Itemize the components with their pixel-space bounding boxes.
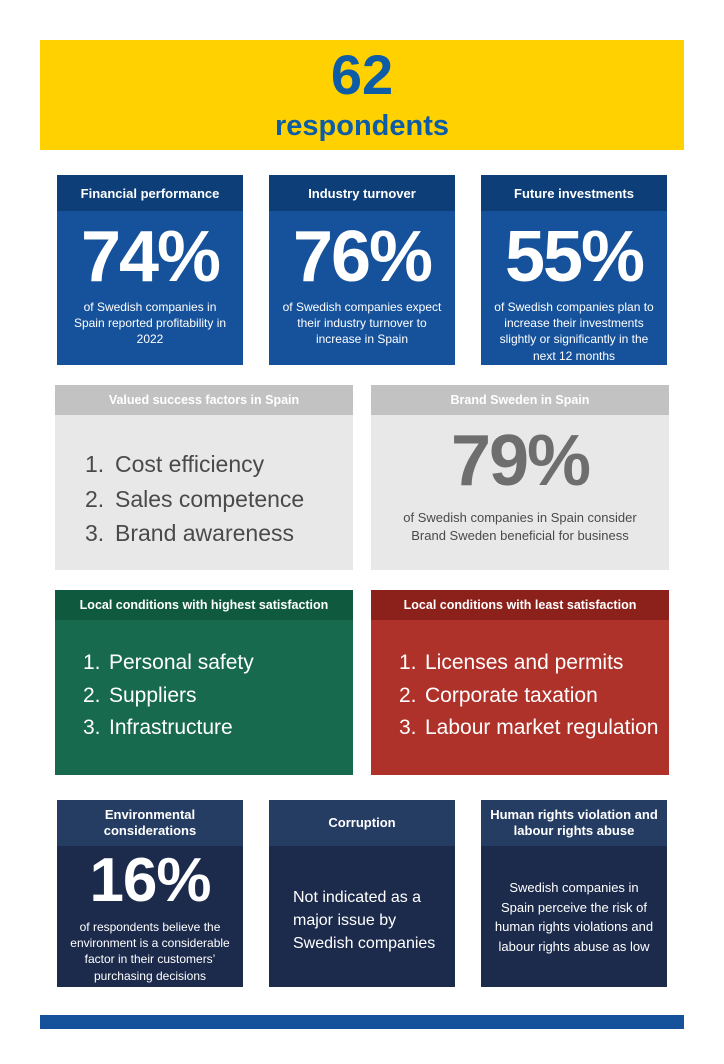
highest-satisfaction-card: Local conditions with highest satisfacti… — [55, 590, 353, 775]
card-title: Industry turnover — [269, 175, 455, 211]
navy-row: Environmental considerations 16% of resp… — [57, 800, 667, 987]
list-item: 1. Personal safety — [83, 647, 353, 680]
list-item-number: 1. — [83, 651, 101, 674]
list-item-text: Cost efficiency — [115, 451, 265, 477]
list-item-text: Licenses and permits — [425, 651, 624, 674]
card-body: 1. Cost efficiency 2. Sales competence 3… — [55, 415, 353, 570]
list-item: 3. Labour market regulation — [399, 712, 669, 745]
respondents-label: respondents — [274, 110, 450, 142]
success-factors-card: Valued success factors in Spain 1. Cost … — [55, 385, 353, 570]
list-item-text: Corporate taxation — [425, 683, 598, 707]
stat-caption: of respondents believe the environment i… — [70, 920, 230, 983]
footer-bar — [40, 1015, 684, 1029]
card-title: Future investments — [481, 175, 667, 211]
card-body: 55% of Swedish companies plan to increas… — [481, 211, 667, 365]
highest-satisfaction-list: 1. Personal safety 2. Suppliers 3. Infra… — [55, 620, 353, 745]
least-satisfaction-card: Local conditions with least satisfaction… — [371, 590, 669, 775]
card-body: Swedish companies in Spain perceive the … — [494, 880, 654, 954]
satisfaction-row: Local conditions with highest satisfacti… — [55, 590, 669, 775]
list-item-text: Sales competence — [115, 485, 305, 512]
success-factors-list: 1. Cost efficiency 2. Sales competence 3… — [55, 415, 353, 551]
stat-value: 76% — [292, 217, 433, 297]
gray-row: Valued success factors in Spain 1. Cost … — [55, 385, 669, 570]
list-item-number: 3. — [83, 716, 101, 740]
card-body: 76% of Swedish companies expect their in… — [269, 211, 455, 365]
least-satisfaction-list: 1. Licenses and permits 2. Corporate tax… — [371, 620, 669, 745]
list-item: 2. Corporate taxation — [399, 680, 669, 713]
list-item-number: 2. — [85, 485, 105, 512]
card-title: Local conditions with least satisfaction — [371, 590, 669, 620]
list-item-text: Brand awareness — [115, 520, 294, 546]
list-item-text: Suppliers — [109, 683, 197, 707]
respondents-banner: 62 respondents — [40, 40, 684, 150]
list-item: 3. Brand awareness — [85, 516, 353, 551]
infographic-page: 62 respondents Financial performance 74%… — [0, 40, 724, 1029]
list-item-number: 1. — [85, 451, 105, 477]
stat-caption: of Swedish companies in Spain consider B… — [403, 510, 637, 544]
stat-value: 74% — [80, 217, 221, 297]
human-rights-card: Human rights violation and labour rights… — [481, 800, 667, 987]
stat-value: 16% — [89, 846, 211, 915]
card-body: 1. Licenses and permits 2. Corporate tax… — [371, 620, 669, 775]
list-item-number: 1. — [399, 651, 417, 674]
stat-caption: of Swedish companies plan to increase th… — [494, 300, 654, 363]
card-title: Human rights violation and labour rights… — [481, 800, 667, 846]
list-item-text: Personal safety — [109, 651, 254, 674]
respondents-count: 62 — [330, 43, 394, 106]
corruption-card: Corruption Not indicated as a major issu… — [269, 800, 455, 987]
brand-sweden-card: Brand Sweden in Spain 79% of Swedish com… — [371, 385, 669, 570]
card-title: Environmental considerations — [57, 800, 243, 846]
list-item-number: 2. — [83, 683, 101, 707]
card-body: 74% of Swedish companies in Spain report… — [57, 211, 243, 365]
environment-card: Environmental considerations 16% of resp… — [57, 800, 243, 987]
stat-value: 79% — [450, 421, 591, 501]
card-title: Corruption — [269, 800, 455, 846]
list-item: 2. Suppliers — [83, 680, 353, 713]
card-title: Valued success factors in Spain — [55, 385, 353, 415]
list-item: 2. Sales competence — [85, 482, 353, 517]
list-item-text: Infrastructure — [109, 716, 233, 740]
stat-card-future-investments: Future investments 55% of Swedish compan… — [481, 175, 667, 365]
list-item-number: 3. — [85, 520, 105, 546]
list-item-text: Labour market regulation — [425, 716, 659, 740]
card-body: Not indicated as a major issue by Swedis… — [293, 889, 436, 953]
list-item: 3. Infrastructure — [83, 712, 353, 745]
card-title: Financial performance — [57, 175, 243, 211]
stat-card-financial-performance: Financial performance 74% of Swedish com… — [57, 175, 243, 365]
stat-card-industry-turnover: Industry turnover 76% of Swedish compani… — [269, 175, 455, 365]
card-body: 16% of respondents believe the environme… — [57, 846, 243, 987]
list-item-number: 2. — [399, 683, 417, 707]
card-title: Brand Sweden in Spain — [371, 385, 669, 415]
stat-value: 55% — [504, 217, 645, 297]
card-body: 1. Personal safety 2. Suppliers 3. Infra… — [55, 620, 353, 775]
list-item: 1. Cost efficiency — [85, 447, 353, 482]
list-item-number: 3. — [399, 716, 417, 740]
stats-row: Financial performance 74% of Swedish com… — [57, 175, 667, 365]
list-item: 1. Licenses and permits — [399, 647, 669, 680]
stat-caption: of Swedish companies expect their indust… — [282, 300, 442, 347]
card-body: 79% of Swedish companies in Spain consid… — [371, 415, 669, 570]
stat-caption: of Swedish companies in Spain reported p… — [73, 300, 227, 347]
card-title: Local conditions with highest satisfacti… — [55, 590, 353, 620]
